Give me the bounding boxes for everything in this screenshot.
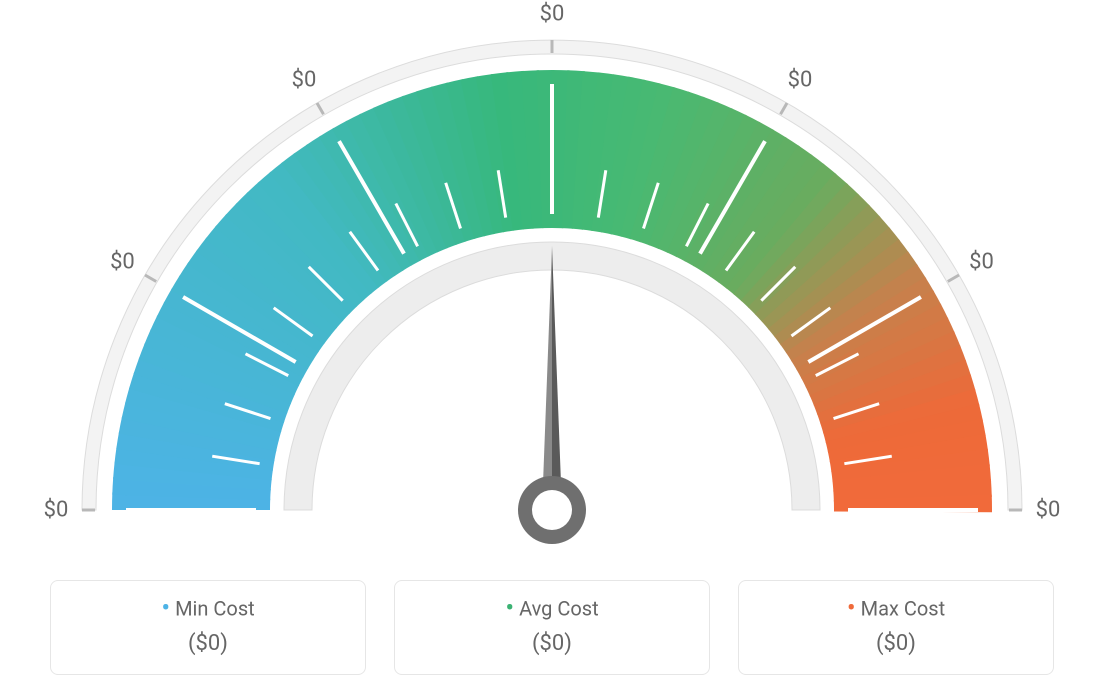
gauge-tick-label: $0 (788, 68, 813, 93)
legend-label: Min Cost (175, 597, 255, 621)
gauge-chart: $0$0$0$0$0$0$0 (52, 0, 1052, 560)
gauge-tick-label: $0 (44, 498, 69, 523)
legend-card-avg: • Avg Cost ($0) (394, 580, 710, 675)
legend-row: • Min Cost ($0) • Avg Cost ($0) • Max Co… (50, 580, 1054, 675)
legend-card-min: • Min Cost ($0) (50, 580, 366, 675)
legend-card-max: • Max Cost ($0) (738, 580, 1054, 675)
gauge-svg (52, 0, 1052, 560)
gauge-tick-label: $0 (292, 68, 317, 93)
dot-icon: • (161, 594, 170, 624)
legend-value-max: ($0) (749, 631, 1043, 656)
legend-title-min: • Min Cost (61, 595, 355, 621)
legend-label: Avg Cost (519, 597, 599, 621)
gauge-tick-label: $0 (110, 250, 135, 275)
gauge-tick-label: $0 (969, 250, 994, 275)
gauge-tick-label: $0 (1036, 498, 1061, 523)
dot-icon: • (505, 594, 514, 624)
legend-label: Max Cost (861, 597, 946, 621)
legend-title-avg: • Avg Cost (405, 595, 699, 621)
legend-value-min: ($0) (61, 631, 355, 656)
legend-title-max: • Max Cost (749, 595, 1043, 621)
dot-icon: • (847, 594, 856, 624)
legend-value-avg: ($0) (405, 631, 699, 656)
gauge-tick-label: $0 (540, 2, 565, 27)
